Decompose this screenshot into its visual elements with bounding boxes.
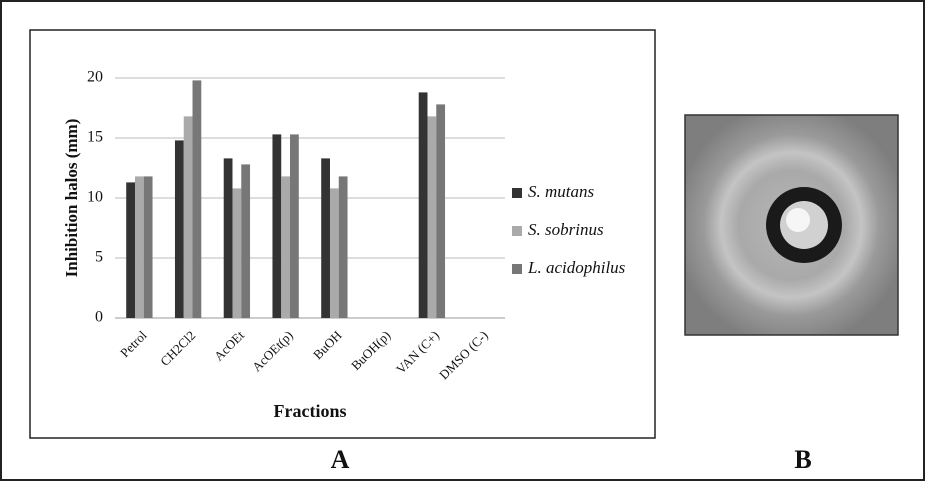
legend-label: S. sobrinus xyxy=(528,220,604,239)
y-tick-label: 10 xyxy=(87,189,103,206)
bar xyxy=(329,188,339,318)
bar xyxy=(272,134,282,318)
legend-label: L. acidophilus xyxy=(527,258,626,277)
y-tick-label: 0 xyxy=(95,309,103,326)
legend-label: S. mutans xyxy=(528,182,595,201)
legend-swatch xyxy=(512,264,522,274)
bar xyxy=(418,92,428,319)
bar xyxy=(338,176,348,318)
bar xyxy=(232,188,242,318)
legend-swatch xyxy=(512,188,522,198)
bar xyxy=(321,158,330,318)
bar xyxy=(241,164,251,318)
bar xyxy=(192,80,202,319)
bar xyxy=(436,104,446,319)
bar xyxy=(427,116,437,319)
bar xyxy=(290,134,299,318)
photo xyxy=(684,114,899,336)
bar xyxy=(281,176,291,318)
y-tick-label: 5 xyxy=(95,249,103,266)
bar xyxy=(174,140,184,318)
y-tick-label: 15 xyxy=(87,129,103,146)
panel-label: B xyxy=(794,445,811,474)
bar xyxy=(143,176,153,318)
legend-swatch xyxy=(512,226,522,236)
panel-label: A xyxy=(331,445,350,474)
bar xyxy=(223,158,233,318)
bar xyxy=(126,182,135,318)
y-tick-label: 20 xyxy=(87,69,103,86)
bar xyxy=(134,176,144,318)
y-axis-title: Inhibition halos (mm) xyxy=(62,119,81,278)
x-axis-title: Fractions xyxy=(274,401,347,421)
bar xyxy=(183,116,193,319)
